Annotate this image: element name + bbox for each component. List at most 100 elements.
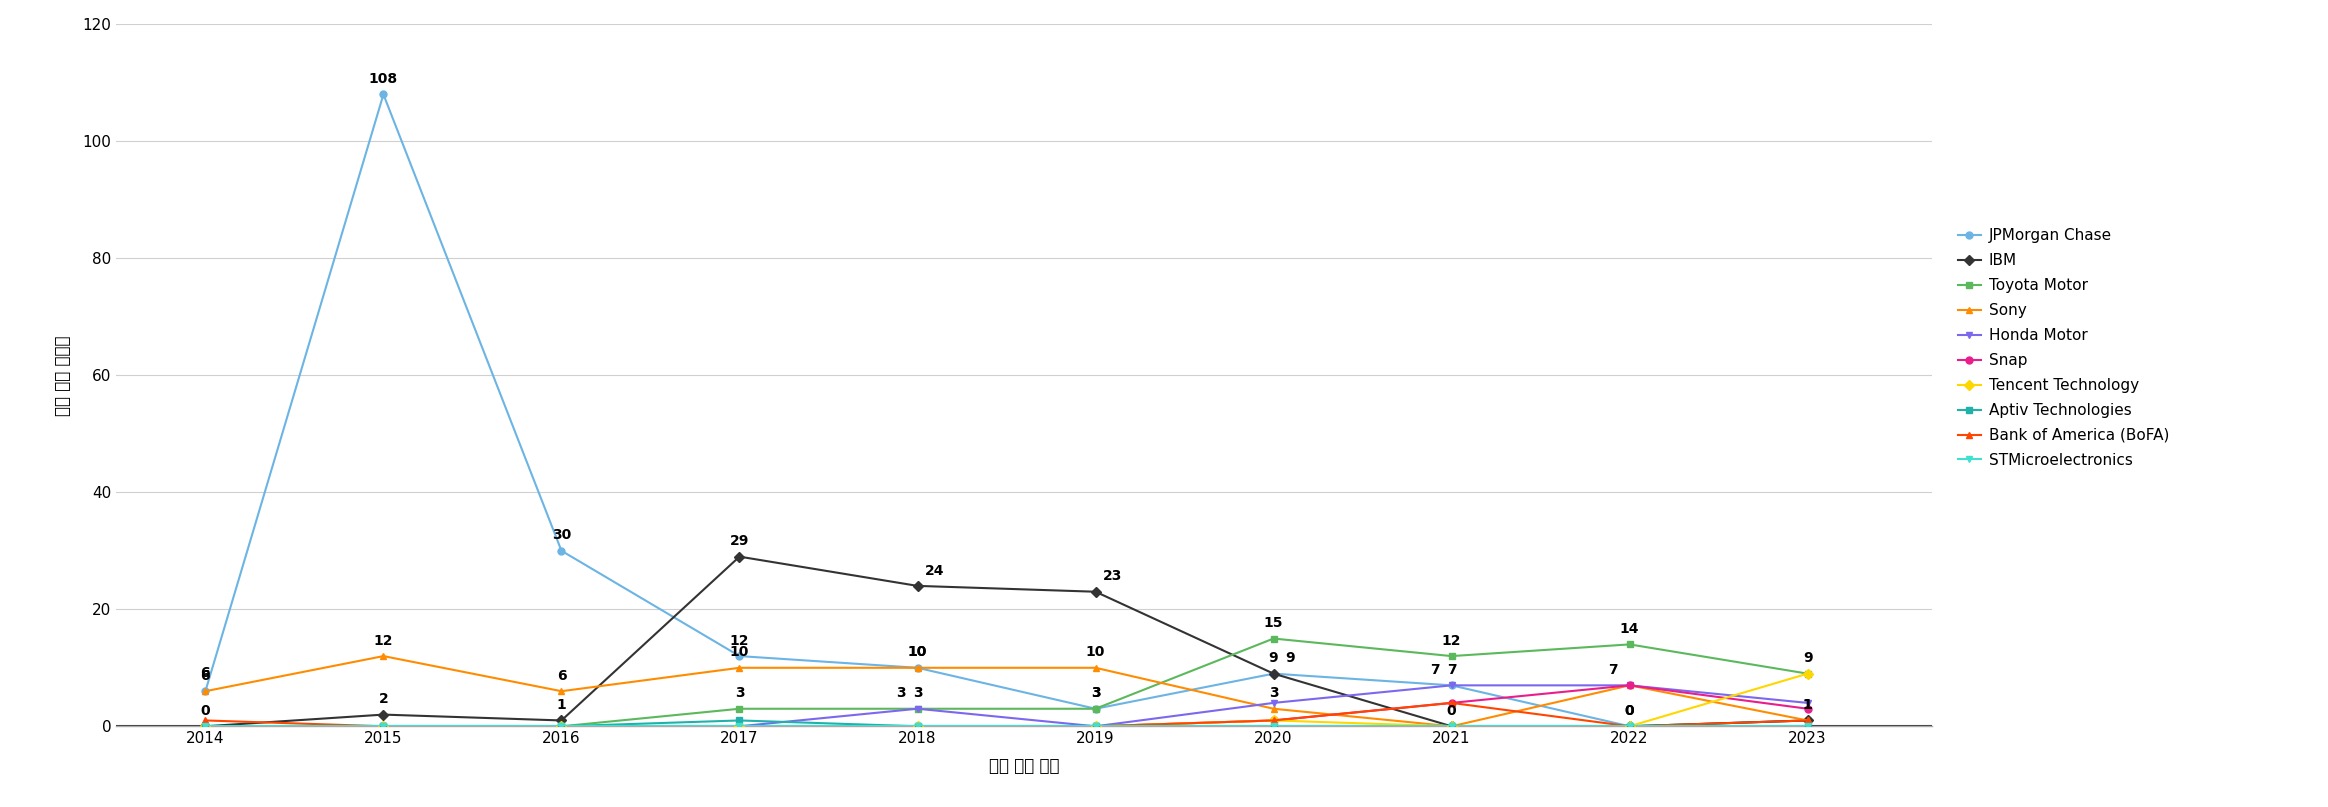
Y-axis label: 특허 완류 공개량: 특허 완류 공개량 [54, 335, 72, 416]
Tencent Technology [1439, 721, 1467, 731]
Line: Tencent Technology: Tencent Technology [203, 670, 1811, 730]
Bank of America (BoFA) [547, 721, 575, 731]
Tencent Technology [1793, 669, 1820, 679]
X-axis label: 특허 발행 연도: 특허 발행 연도 [989, 757, 1059, 776]
Aptiv Technologies [547, 721, 575, 731]
Snap [1616, 680, 1644, 690]
Text: 29: 29 [729, 534, 750, 548]
Snap [1439, 698, 1467, 708]
STMicroelectronics [547, 721, 575, 731]
Text: 15: 15 [1264, 617, 1283, 630]
Text: 12: 12 [1441, 633, 1462, 648]
Honda Motor [1083, 721, 1110, 731]
Text: 14: 14 [1620, 622, 1639, 636]
Toyota Motor [547, 721, 575, 731]
Toyota Motor [370, 721, 398, 731]
Bank of America (BoFA) [1083, 721, 1110, 731]
Tencent Technology [547, 721, 575, 731]
JPMorgan Chase [903, 663, 931, 673]
JPMorgan Chase [1793, 716, 1820, 725]
Aptiv Technologies [1259, 721, 1287, 731]
Sony [1259, 704, 1287, 713]
Sony [370, 651, 398, 661]
Text: 0: 0 [200, 704, 210, 718]
Snap [903, 721, 931, 731]
Line: STMicroelectronics: STMicroelectronics [203, 723, 1811, 730]
Legend: JPMorgan Chase, IBM, Toyota Motor, Sony, Honda Motor, Snap, Tencent Technology, : JPMorgan Chase, IBM, Toyota Motor, Sony,… [1958, 228, 2170, 468]
Honda Motor [1793, 698, 1820, 708]
Text: 9: 9 [1802, 651, 1814, 665]
JPMorgan Chase [547, 546, 575, 556]
Text: 3: 3 [896, 687, 906, 700]
STMicroelectronics [191, 721, 219, 731]
Tencent Technology [1083, 721, 1110, 731]
Line: Toyota Motor: Toyota Motor [203, 635, 1811, 730]
Honda Motor [370, 721, 398, 731]
Honda Motor [191, 721, 219, 731]
Honda Motor [547, 721, 575, 731]
Toyota Motor [726, 704, 754, 713]
Bank of America (BoFA) [1616, 721, 1644, 731]
Text: 7: 7 [1429, 663, 1439, 677]
IBM [726, 552, 754, 562]
Sony [547, 686, 575, 696]
Toyota Motor [903, 704, 931, 713]
JPMorgan Chase [370, 90, 398, 99]
Bank of America (BoFA) [191, 716, 219, 725]
Text: 7: 7 [1446, 663, 1457, 677]
Sony [1793, 716, 1820, 725]
JPMorgan Chase [191, 686, 219, 696]
Bank of America (BoFA) [1439, 698, 1467, 708]
IBM [1439, 721, 1467, 731]
Text: 24: 24 [924, 563, 943, 578]
Text: 0: 0 [1446, 704, 1457, 718]
JPMorgan Chase [1259, 669, 1287, 679]
Toyota Motor [191, 721, 219, 731]
Text: 2: 2 [379, 692, 389, 706]
Honda Motor [1616, 680, 1644, 690]
JPMorgan Chase [1616, 721, 1644, 731]
Aptiv Technologies [1616, 721, 1644, 731]
Tencent Technology [1616, 721, 1644, 731]
Text: 12: 12 [375, 633, 393, 648]
Aptiv Technologies [370, 721, 398, 731]
Text: 3: 3 [1269, 687, 1278, 700]
Aptiv Technologies [1083, 721, 1110, 731]
Bank of America (BoFA) [1259, 716, 1287, 725]
IBM [1793, 716, 1820, 725]
STMicroelectronics [1259, 721, 1287, 731]
STMicroelectronics [1793, 721, 1820, 731]
Text: 10: 10 [1085, 646, 1106, 659]
Sony [903, 663, 931, 673]
Text: 9: 9 [1285, 651, 1294, 665]
Aptiv Technologies [726, 716, 754, 725]
Text: 6: 6 [200, 669, 210, 683]
Sony [726, 663, 754, 673]
Text: 1: 1 [556, 698, 566, 712]
Aptiv Technologies [1439, 721, 1467, 731]
Text: 10: 10 [908, 646, 927, 659]
STMicroelectronics [1616, 721, 1644, 731]
JPMorgan Chase [1439, 680, 1467, 690]
STMicroelectronics [370, 721, 398, 731]
Line: IBM: IBM [203, 553, 1811, 730]
Text: 1: 1 [1802, 698, 1814, 712]
STMicroelectronics [1439, 721, 1467, 731]
Text: 3: 3 [1092, 687, 1101, 700]
Sony [1439, 721, 1467, 731]
Bank of America (BoFA) [1793, 716, 1820, 725]
IBM [1616, 721, 1644, 731]
Tencent Technology [1259, 716, 1287, 725]
Text: 1: 1 [1802, 698, 1814, 712]
Bank of America (BoFA) [726, 721, 754, 731]
Snap [547, 721, 575, 731]
Text: 10: 10 [908, 646, 927, 659]
Sony [191, 686, 219, 696]
Text: 9: 9 [1269, 651, 1278, 665]
Toyota Motor [1793, 669, 1820, 679]
Tencent Technology [191, 721, 219, 731]
Aptiv Technologies [1793, 721, 1820, 731]
Toyota Motor [1439, 651, 1467, 661]
IBM [1259, 669, 1287, 679]
IBM [191, 721, 219, 731]
